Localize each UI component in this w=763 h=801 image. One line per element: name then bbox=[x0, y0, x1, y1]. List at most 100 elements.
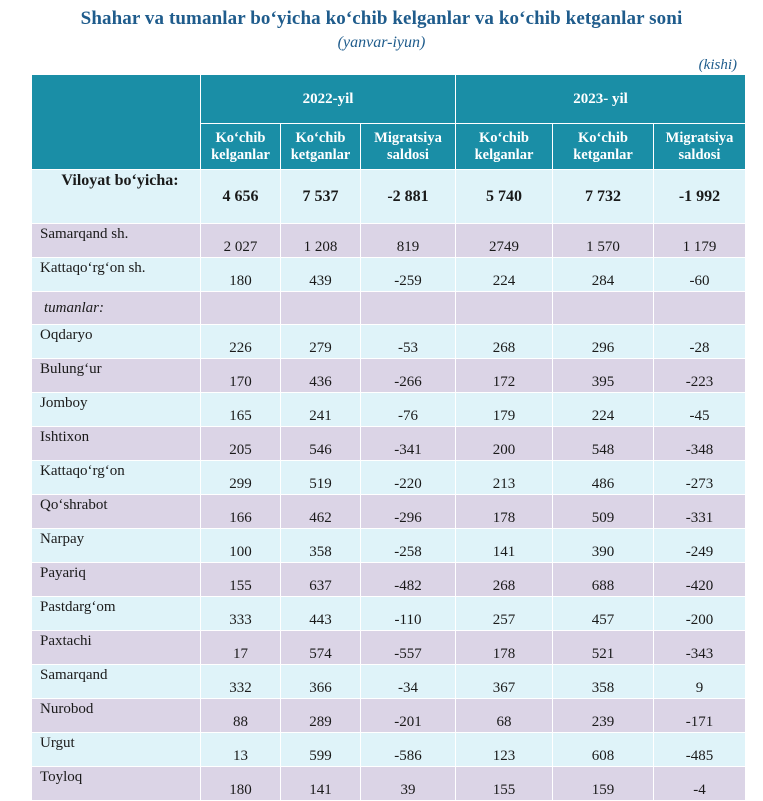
table-cell: -34 bbox=[360, 664, 456, 699]
table-cell: 332 bbox=[200, 664, 281, 699]
table-cell: 166 bbox=[200, 494, 281, 529]
table-cell: 172 bbox=[455, 358, 553, 393]
table-cell: 1 208 bbox=[280, 223, 361, 258]
table-cell: -341 bbox=[360, 426, 456, 461]
table-cell: 443 bbox=[280, 596, 361, 631]
column-header: Migratsiya saldosi bbox=[653, 123, 746, 170]
table-cell: 333 bbox=[200, 596, 281, 631]
column-header-line: Migratsiya bbox=[665, 129, 734, 146]
table-cell: 39 bbox=[360, 766, 456, 801]
table-row: Urgut 13 599 -586 123 608 -485 bbox=[31, 732, 746, 767]
table-cell: -348 bbox=[653, 426, 746, 461]
table-cell: 226 bbox=[200, 324, 281, 359]
table-cell: -45 bbox=[653, 392, 746, 427]
table-cell bbox=[653, 291, 746, 325]
table-cell: 548 bbox=[552, 426, 654, 461]
table-cell: 268 bbox=[455, 562, 553, 597]
table-row: Bulung‘ur 170 436 -266 172 395 -223 bbox=[31, 358, 746, 393]
table-cell: 608 bbox=[552, 732, 654, 767]
table-row: Kattaqo‘rg‘on sh. 180 439 -259 224 284 -60 bbox=[31, 257, 746, 292]
table-cell: 205 bbox=[200, 426, 281, 461]
district-name: Urgut bbox=[31, 732, 201, 767]
district-name: Bulung‘ur bbox=[31, 358, 201, 393]
table-cell: 486 bbox=[552, 460, 654, 495]
table-cell: 1 570 bbox=[552, 223, 654, 258]
table-cell: -259 bbox=[360, 257, 456, 292]
district-name: Payariq bbox=[31, 562, 201, 597]
table-cell: -110 bbox=[360, 596, 456, 631]
table-row: Payariq 155 637 -482 268 688 -420 bbox=[31, 562, 746, 597]
district-name: Pastdarg‘om bbox=[31, 596, 201, 631]
table-cell: -485 bbox=[653, 732, 746, 767]
column-header: Ko‘chib ketganlar bbox=[280, 123, 361, 170]
table-cell: -273 bbox=[653, 460, 746, 495]
column-header-line: Ko‘chib bbox=[578, 129, 628, 146]
table-cell: -258 bbox=[360, 528, 456, 563]
column-header: Ko‘chib kelganlar bbox=[200, 123, 281, 170]
district-name: Toyloq bbox=[31, 766, 201, 801]
header-year-2022: 2022-yil bbox=[200, 74, 456, 124]
table-cell: -557 bbox=[360, 630, 456, 665]
district-name: Qo‘shrabot bbox=[31, 494, 201, 529]
table-cell: -249 bbox=[653, 528, 746, 563]
total-value: 7 732 bbox=[552, 169, 654, 224]
table-cell: -223 bbox=[653, 358, 746, 393]
table-cell: 358 bbox=[280, 528, 361, 563]
column-header-line: ketganlar bbox=[290, 146, 351, 163]
district-name: Jomboy bbox=[31, 392, 201, 427]
section-label: tumanlar: bbox=[31, 291, 201, 325]
table-cell: 279 bbox=[280, 324, 361, 359]
table-cell: 439 bbox=[280, 257, 361, 292]
table-cell: 1 179 bbox=[653, 223, 746, 258]
table-cell: -201 bbox=[360, 698, 456, 733]
table-row: Samarqand sh. 2 027 1 208 819 2749 1 570 1 179 bbox=[31, 223, 746, 258]
table-cell: -4 bbox=[653, 766, 746, 801]
district-name: Samarqand sh. bbox=[31, 223, 201, 258]
table-cell: -200 bbox=[653, 596, 746, 631]
column-header-line: Migratsiya bbox=[374, 129, 442, 146]
table-cell: -60 bbox=[653, 257, 746, 292]
table-cell: 178 bbox=[455, 630, 553, 665]
table-cell: 284 bbox=[552, 257, 654, 292]
table-cell: 299 bbox=[200, 460, 281, 495]
section-row: tumanlar: bbox=[31, 291, 746, 325]
table-cell: 296 bbox=[552, 324, 654, 359]
table-cell: 358 bbox=[552, 664, 654, 699]
table-cell bbox=[280, 291, 361, 325]
table-cell: -586 bbox=[360, 732, 456, 767]
table-row: Paxtachi 17 574 -557 178 521 -343 bbox=[31, 630, 746, 665]
table-cell: -76 bbox=[360, 392, 456, 427]
table-cell: 436 bbox=[280, 358, 361, 393]
table-cell: 241 bbox=[280, 392, 361, 427]
table-cell: 9 bbox=[653, 664, 746, 699]
district-name: Paxtachi bbox=[31, 630, 201, 665]
table-cell: 457 bbox=[552, 596, 654, 631]
table-cell: 366 bbox=[280, 664, 361, 699]
table-cell: 239 bbox=[552, 698, 654, 733]
table-cell: 180 bbox=[200, 257, 281, 292]
table-cell: 155 bbox=[200, 562, 281, 597]
table-cell: -331 bbox=[653, 494, 746, 529]
column-header: Ko‘chib ketganlar bbox=[552, 123, 654, 170]
district-name: Kattaqo‘rg‘on bbox=[31, 460, 201, 495]
table-cell: 257 bbox=[455, 596, 553, 631]
total-row: Viloyat bo‘yicha: 4 656 7 537 -2 881 5 7… bbox=[31, 169, 746, 224]
column-header-line: kelganlar bbox=[211, 146, 270, 163]
unit-label: (kishi) bbox=[698, 57, 737, 73]
table-cell: 68 bbox=[455, 698, 553, 733]
table-cell: 179 bbox=[455, 392, 553, 427]
table-cell bbox=[360, 291, 456, 325]
total-value: 4 656 bbox=[200, 169, 281, 224]
table-row: Narpay 100 358 -258 141 390 -249 bbox=[31, 528, 746, 563]
table-row: Pastdarg‘om 333 443 -110 257 457 -200 bbox=[31, 596, 746, 631]
table-cell bbox=[200, 291, 281, 325]
district-name: Ishtixon bbox=[31, 426, 201, 461]
table-row: Nurobod 88 289 -201 68 239 -171 bbox=[31, 698, 746, 733]
total-value: -2 881 bbox=[360, 169, 456, 224]
table-cell: 141 bbox=[455, 528, 553, 563]
column-header-line: saldosi bbox=[678, 146, 721, 163]
district-name: Samarqand bbox=[31, 664, 201, 699]
table-cell: 599 bbox=[280, 732, 361, 767]
table-cell: 509 bbox=[552, 494, 654, 529]
table-cell: 200 bbox=[455, 426, 553, 461]
